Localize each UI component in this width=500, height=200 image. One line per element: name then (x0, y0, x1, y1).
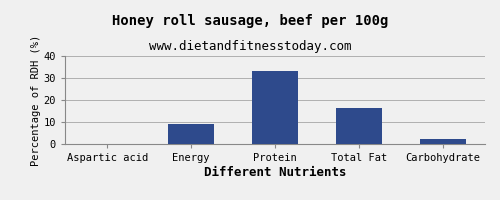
Bar (420, 139, 466, 144)
Text: www.dietandfitnesstoday.com: www.dietandfitnesstoday.com (149, 40, 351, 53)
Bar (252, 71, 298, 144)
X-axis label: Different Nutrients: Different Nutrients (204, 166, 346, 179)
Bar (168, 124, 214, 144)
Bar (336, 108, 382, 144)
Y-axis label: Percentage of RDH (%): Percentage of RDH (%) (30, 34, 40, 166)
Text: Honey roll sausage, beef per 100g: Honey roll sausage, beef per 100g (112, 14, 388, 28)
